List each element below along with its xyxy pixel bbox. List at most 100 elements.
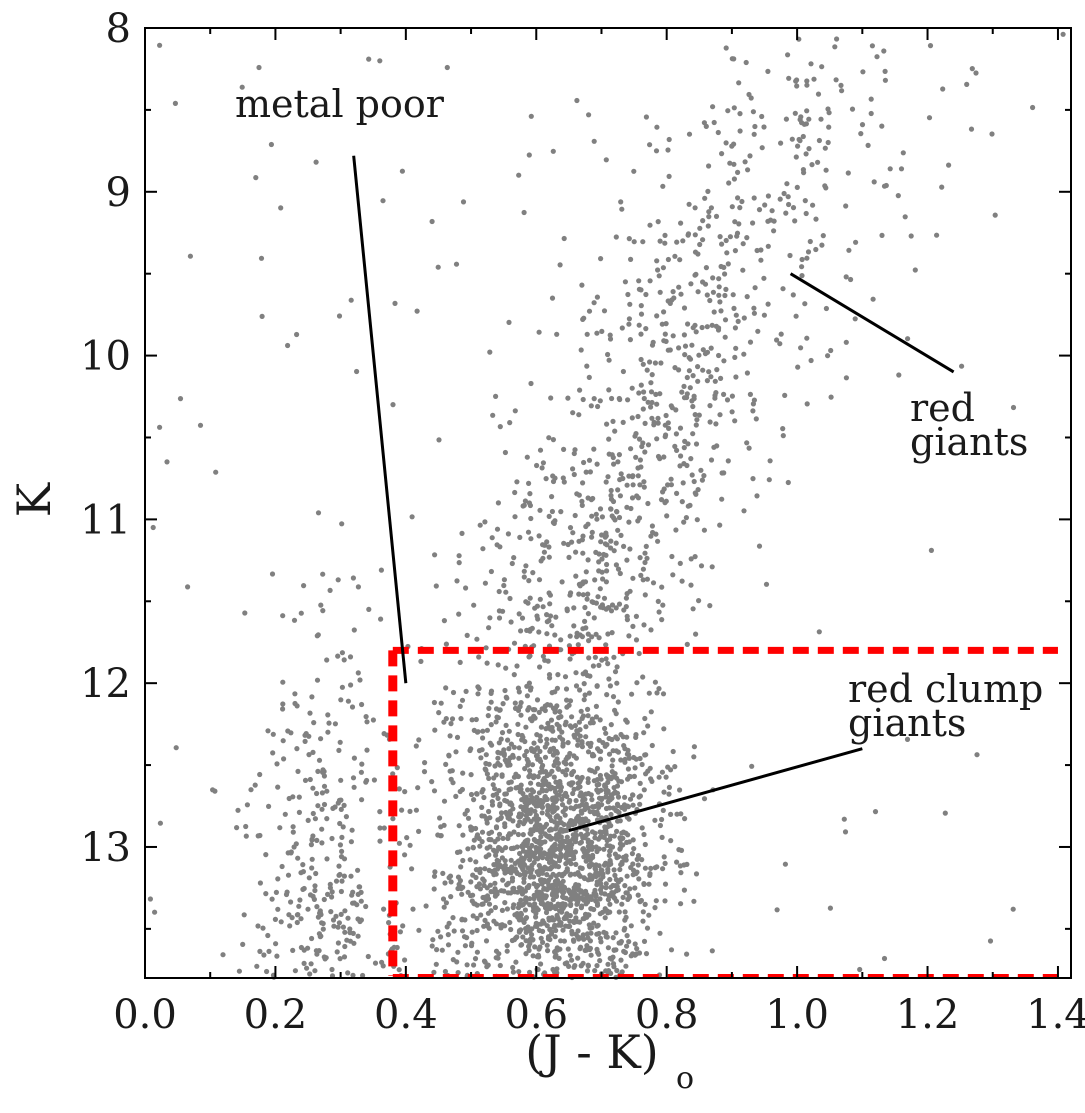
scatter-point	[440, 870, 446, 877]
scatter-point	[783, 210, 789, 216]
scatter-point	[547, 613, 554, 619]
scatter-point	[544, 631, 550, 637]
scatter-point	[537, 737, 543, 743]
scatter-point	[785, 479, 791, 486]
scatter-point	[487, 815, 493, 821]
scatter-point	[295, 768, 301, 775]
scatter-point	[620, 368, 627, 375]
scatter-point	[562, 722, 568, 728]
scatter-point	[534, 613, 540, 619]
scatter-point	[756, 207, 763, 213]
scatter-point	[668, 482, 675, 488]
scatter-point	[708, 457, 715, 463]
scatter-point	[700, 279, 706, 285]
scatter-point	[603, 885, 609, 891]
scatter-point	[676, 367, 682, 373]
scatter-point	[573, 798, 579, 804]
scatter-point	[255, 923, 261, 929]
scatter-point	[630, 802, 636, 808]
scatter-point	[597, 398, 603, 404]
scatter-point	[598, 796, 605, 803]
scatter-point	[666, 136, 672, 143]
scatter-point	[377, 58, 383, 64]
scatter-point	[588, 906, 595, 912]
scatter-point	[502, 687, 508, 694]
scatter-point	[624, 591, 630, 597]
scatter-point	[440, 896, 447, 902]
scatter-point	[746, 445, 752, 451]
scatter-point	[558, 845, 564, 851]
scatter-point	[560, 737, 566, 743]
scatter-point	[583, 469, 589, 475]
scatter-point	[506, 746, 512, 752]
scatter-point	[546, 827, 553, 833]
scatter-point	[523, 724, 529, 730]
scatter-point	[615, 527, 621, 533]
scatter-point	[825, 353, 831, 359]
scatter-point	[280, 679, 286, 685]
scatter-point	[541, 886, 547, 892]
scatter-point	[908, 233, 914, 239]
scatter-point	[558, 784, 565, 790]
scatter-point	[707, 403, 713, 409]
scatter-point	[540, 918, 546, 924]
scatter-point	[732, 418, 738, 424]
scatter-point	[708, 205, 715, 211]
scatter-point	[512, 489, 518, 496]
scatter-point	[701, 473, 707, 479]
scatter-point	[586, 655, 592, 661]
scatter-point	[645, 442, 652, 448]
scatter-point	[563, 761, 569, 767]
scatter-point	[631, 846, 637, 852]
scatter-point	[482, 866, 488, 872]
scatter-point	[538, 961, 544, 967]
scatter-point	[621, 948, 627, 955]
scatter-point	[521, 209, 527, 216]
scatter-point	[585, 776, 591, 782]
scatter-point	[486, 625, 492, 631]
scatter-point	[597, 586, 603, 592]
scatter-point	[615, 699, 621, 705]
scatter-point	[263, 852, 269, 858]
scatter-point	[544, 796, 550, 803]
scatter-point	[793, 78, 799, 84]
scatter-point	[575, 742, 581, 748]
x-tick-label: 0.2	[244, 992, 308, 1038]
scatter-point	[523, 849, 529, 855]
scatter-point	[727, 234, 734, 240]
scatter-point	[540, 542, 546, 548]
scatter-point	[341, 954, 348, 960]
scatter-point	[605, 945, 612, 951]
scatter-point	[725, 458, 731, 464]
scatter-point	[436, 710, 442, 716]
scatter-point	[519, 615, 526, 621]
scatter-point	[421, 769, 428, 775]
scatter-point	[522, 907, 529, 913]
scatter-point	[537, 507, 543, 513]
scatter-point	[561, 235, 567, 242]
scatter-point	[636, 650, 642, 657]
scatter-point	[645, 399, 651, 405]
scatter-point	[545, 851, 551, 857]
scatter-point	[321, 801, 328, 808]
scatter-point	[511, 774, 517, 780]
scatter-point	[567, 698, 574, 704]
scatter-point	[613, 748, 620, 754]
scatter-point	[927, 43, 934, 49]
scatter-point	[564, 608, 570, 614]
scatter-point	[585, 557, 591, 563]
scatter-point	[459, 891, 465, 897]
scatter-point	[564, 793, 570, 800]
scatter-point	[594, 777, 601, 783]
scatter-point	[611, 548, 617, 554]
scatter-point	[661, 854, 667, 860]
scatter-point	[456, 611, 462, 617]
scatter-point	[551, 762, 557, 769]
scatter-point	[795, 143, 801, 149]
scatter-point	[477, 869, 483, 876]
scatter-point	[609, 774, 616, 780]
scatter-point	[484, 885, 490, 891]
scatter-point	[548, 395, 554, 401]
scatter-point	[532, 707, 538, 713]
